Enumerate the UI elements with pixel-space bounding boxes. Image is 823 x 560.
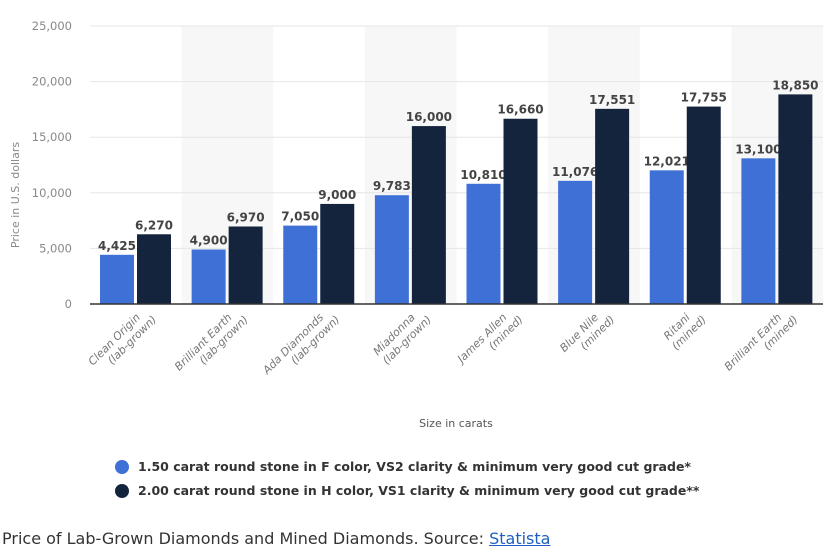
bar (374, 195, 409, 304)
y-tick-label: 15,000 (32, 130, 72, 144)
y-tick-label: 0 (65, 297, 72, 311)
data-label: 18,850 (772, 78, 818, 92)
y-axis-title: Price in U.S. dollars (9, 142, 22, 248)
bar (191, 249, 226, 304)
data-label: 7,050 (281, 210, 319, 224)
y-tick-label: 20,000 (32, 75, 72, 89)
data-label: 17,755 (681, 91, 727, 105)
legend-marker-2 (115, 483, 129, 498)
bar (686, 106, 721, 305)
data-label: 12,021 (644, 154, 690, 168)
y-tick-label: 25,000 (32, 19, 72, 33)
bar (228, 226, 263, 304)
x-tick-label: Miadonna(lab-grown) (371, 304, 434, 367)
data-label: 11,076 (552, 165, 598, 179)
bar (466, 183, 501, 304)
bar (778, 94, 813, 304)
data-label: 6,270 (135, 218, 173, 232)
data-label: 9,783 (373, 179, 411, 193)
x-tick-label: Brilliant Earth(lab-grown) (172, 304, 251, 383)
data-label: 6,970 (227, 210, 265, 224)
x-tick-label: Blue Nile(mined) (557, 304, 617, 364)
y-tick-label: 5,000 (39, 241, 72, 255)
bar (649, 170, 684, 304)
x-tick-label: James Allen(mined) (454, 304, 526, 376)
bar (741, 158, 776, 304)
legend-item-2[interactable]: 2.00 carat round stone in H color, VS1 c… (115, 483, 699, 498)
legend-marker-1 (115, 459, 129, 474)
x-tick-label: Brilliant Earth(mined) (722, 304, 801, 383)
data-label: 4,425 (98, 239, 136, 253)
bar (558, 180, 593, 304)
x-axis-title: Size in carats (419, 417, 493, 430)
legend-item-1[interactable]: 1.50 carat round stone in F color, VS2 c… (115, 459, 691, 474)
bar (320, 203, 355, 304)
x-tick-label: Clean Origin(lab-grown) (86, 304, 160, 378)
bar (283, 225, 318, 304)
bar-chart: 0 5,000 10,000 15,000 20,000 25,000 4,425 6,270… (9, 19, 823, 430)
legend-label-2: 2.00 carat round stone in H color, VS1 c… (138, 483, 700, 498)
y-tick-label: 10,000 (32, 186, 72, 200)
bar (503, 118, 538, 304)
caption: Price of Lab-Grown Diamonds and Mined Di… (2, 529, 550, 548)
data-label: 10,810 (460, 168, 506, 182)
data-label: 9,000 (318, 188, 356, 202)
bar (100, 254, 134, 304)
statista-link[interactable]: Statista (489, 529, 551, 548)
data-label: 17,551 (589, 93, 635, 107)
bar (137, 234, 171, 304)
data-label: 16,000 (406, 110, 452, 124)
caption-text: Price of Lab-Grown Diamonds and Mined Di… (2, 529, 490, 548)
data-label: 4,900 (190, 234, 228, 248)
data-label: 13,100 (735, 142, 781, 156)
bar (595, 108, 630, 304)
x-tick-label: Ada Diamonds(lab-grown) (260, 304, 343, 387)
legend-label-1: 1.50 carat round stone in F color, VS2 c… (138, 459, 691, 474)
bar (411, 126, 446, 304)
x-tick-label: Ritani(mined) (660, 304, 709, 353)
data-label: 16,660 (497, 103, 543, 117)
